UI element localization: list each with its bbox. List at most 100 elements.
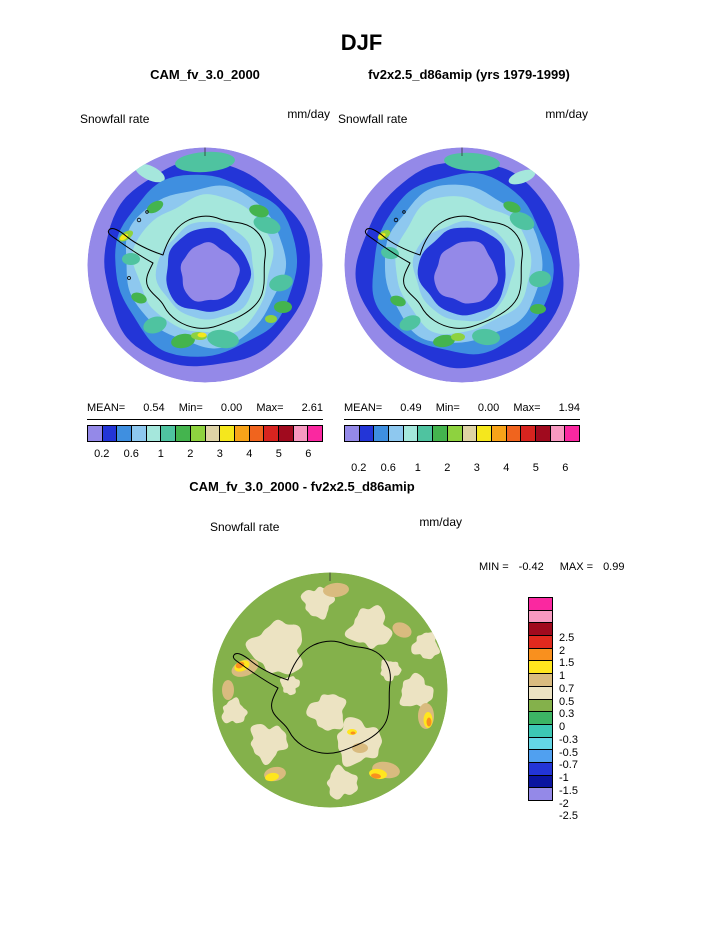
colorbar-cell (529, 636, 552, 648)
colorbar-cell (535, 426, 550, 441)
divider-left (87, 419, 323, 420)
colorbar-cell (529, 788, 552, 800)
panel-header-right: fv2x2.5_d86amip (yrs 1979-1999) (368, 67, 570, 82)
tick-label: -1.5 (559, 784, 578, 797)
stats-left: MEAN= 0.54 Min= 0.00 Max= 2.61 (87, 402, 323, 414)
colorbar-right (344, 425, 580, 442)
colorbar-cell (491, 426, 506, 441)
colorbar-cell (477, 426, 491, 441)
colorbar-cell (565, 426, 579, 441)
map-right-snowfall (344, 147, 580, 383)
colorbar-cell (293, 426, 308, 441)
colorbar-cell (161, 426, 176, 441)
colorbar-cell (102, 426, 117, 441)
tick-label: 6 (305, 448, 312, 460)
panel-header-left: CAM_fv_3.0_2000 (150, 67, 260, 82)
tick-label: 0.2 (351, 462, 367, 474)
panel-left-labels: Snowfall rate mm/day (80, 107, 330, 126)
max-value: 1.94 (558, 402, 580, 414)
tick-label: 0.6 (380, 462, 396, 474)
colorbar-diff-labels: 2.5 2 1.5 1 0.7 0.5 0.3 0 -0.3 -0.5 -0.7 -1 -1.5 -2 -2… (559, 625, 599, 829)
antarctica-coastline (364, 215, 523, 329)
tick-label: 2 (187, 448, 194, 460)
colorbar-cell (462, 426, 477, 441)
tick-label: 4 (246, 448, 253, 460)
antarctica-coastline (107, 215, 266, 329)
max-value: 2.61 (301, 402, 323, 414)
colorbar-ticks-right: 0.2 0.6 1 2 3 4 5 6 (344, 462, 580, 476)
tick-label: 5 (275, 448, 282, 460)
tick-label: -1 (559, 772, 569, 784)
tick-label: -2.5 (559, 810, 578, 823)
colorbar-cell (117, 426, 132, 441)
colorbar-cell (521, 426, 535, 441)
colorbar-cell (418, 426, 433, 441)
tick-label: 1.5 (559, 657, 575, 670)
mean-value: 0.49 (400, 402, 422, 414)
tick-label: 5 (532, 462, 539, 474)
colorbar-cell (529, 686, 552, 699)
colorbar-cell (308, 426, 322, 441)
colorbar-cell (403, 426, 418, 441)
stats-right: MEAN= 0.49 Min= 0.00 Max= 1.94 (344, 402, 580, 414)
colorbar-ticks-left: 0.2 0.6 1 2 3 4 5 6 (87, 448, 323, 462)
colorbar-cell (88, 426, 102, 441)
colorbar-cell (529, 623, 552, 636)
colorbar-cell (529, 648, 552, 661)
colorbar-cell (264, 426, 278, 441)
tick-label: 2 (444, 462, 451, 474)
tick-label: 6 (562, 462, 569, 474)
colorbar-left (87, 425, 323, 442)
colorbar-cell (529, 724, 552, 737)
colorbar-cell (550, 426, 565, 441)
diff-title: CAM_fv_3.0_2000 - fv2x2.5_d86amip (189, 479, 415, 494)
map-left-snowfall (87, 147, 323, 383)
tick-label: -0.3 (559, 733, 578, 746)
units-label-right: mm/day (545, 107, 588, 121)
tick-label: 0.3 (559, 708, 575, 721)
antarctica-coastline (232, 640, 391, 754)
colorbar-cell (146, 426, 161, 441)
mean-value: 0.54 (143, 402, 165, 414)
map-difference (212, 572, 448, 808)
tick-label: 1 (414, 462, 421, 474)
colorbar-cell (529, 737, 552, 750)
colorbar-cell (447, 426, 462, 441)
page-title: DJF (340, 30, 383, 55)
diff-max-value: 0.99 (603, 561, 625, 573)
diff-min-label: MIN = (479, 561, 509, 573)
field-label-right: Snowfall rate (338, 112, 408, 126)
colorbar-cell (389, 426, 403, 441)
colorbar-cell (529, 750, 552, 762)
diff-labels: Snowfall rate mm/day (210, 515, 462, 534)
tick-label: 3 (473, 462, 480, 474)
max-label: Max= (256, 402, 284, 414)
tick-label: 1 (157, 448, 164, 460)
tick-label: -0.7 (559, 759, 578, 772)
max-label: Max= (513, 402, 541, 414)
min-value: 0.00 (220, 402, 243, 414)
colorbar-cell (529, 674, 552, 686)
colorbar-cell (278, 426, 293, 441)
tick-label: 0.5 (559, 695, 575, 708)
units-label-diff: mm/day (419, 515, 462, 529)
colorbar-cell (249, 426, 264, 441)
min-label: Min= (435, 402, 460, 414)
tick-label: 0.7 (559, 682, 575, 695)
map-layers (212, 572, 448, 808)
colorbar-cell (345, 426, 359, 441)
colorbar-cell (220, 426, 234, 441)
diff-min-value: -0.42 (518, 561, 544, 573)
tick-label: -2 (559, 797, 569, 810)
colorbar-cell (433, 426, 447, 441)
colorbar-cell (374, 426, 389, 441)
colorbar-cell (529, 699, 552, 712)
colorbar-cell (529, 775, 552, 788)
colorbar-diff (528, 597, 553, 801)
colorbar-cell (132, 426, 146, 441)
tick-label: 0.6 (123, 448, 139, 460)
tick-label: -0.5 (559, 746, 578, 759)
diff-minmax: MIN = -0.42 MAX = 0.99 (479, 561, 624, 573)
diff-max-label: MAX = (559, 561, 594, 573)
tick-label: 0.2 (94, 448, 110, 460)
